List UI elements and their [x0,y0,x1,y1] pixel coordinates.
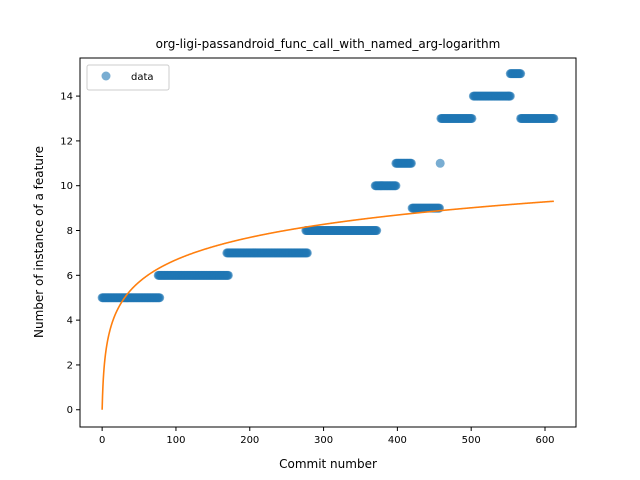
x-tick-label: 200 [240,435,259,446]
y-tick-label: 10 [60,181,73,192]
data-point [372,226,382,236]
data-point [223,270,233,280]
legend: data [86,64,170,91]
y-axis-label: Number of instance of a feature [32,146,46,338]
x-tick-label: 0 [99,435,105,446]
plot-area [97,69,559,410]
data-point [516,69,526,79]
data-point [155,293,165,303]
y-tick-label: 8 [67,226,73,237]
x-tick-label: 500 [462,435,481,446]
chart-title: org-ligi-passandroid_func_call_with_name… [156,37,501,51]
data-point [435,158,445,168]
y-axis: 0 2 4 6 8 10 12 14 [60,92,80,416]
legend-label: data [131,72,154,83]
x-tick-label: 400 [388,435,407,446]
y-tick-label: 12 [60,136,73,147]
x-tick-label: 300 [314,435,333,446]
data-point [467,113,477,123]
y-tick-label: 4 [67,316,73,327]
data-points [97,69,559,303]
y-tick-label: 2 [67,360,73,371]
data-point [406,158,416,168]
data-point [391,181,401,191]
y-tick-label: 6 [67,271,73,282]
y-tick-label: 0 [67,405,73,416]
data-point [302,248,312,258]
legend-box [86,64,170,91]
legend-marker [101,71,111,81]
data-point [549,113,559,123]
x-tick-label: 100 [166,435,185,446]
x-tick-label: 600 [535,435,554,446]
plot-frame [79,57,577,428]
y-tick-label: 14 [60,92,73,103]
data-point [505,91,515,101]
x-axis: 0 100 200 300 400 500 600 [99,427,555,446]
x-axis-label: Commit number [279,457,377,471]
fit-line [101,200,554,410]
